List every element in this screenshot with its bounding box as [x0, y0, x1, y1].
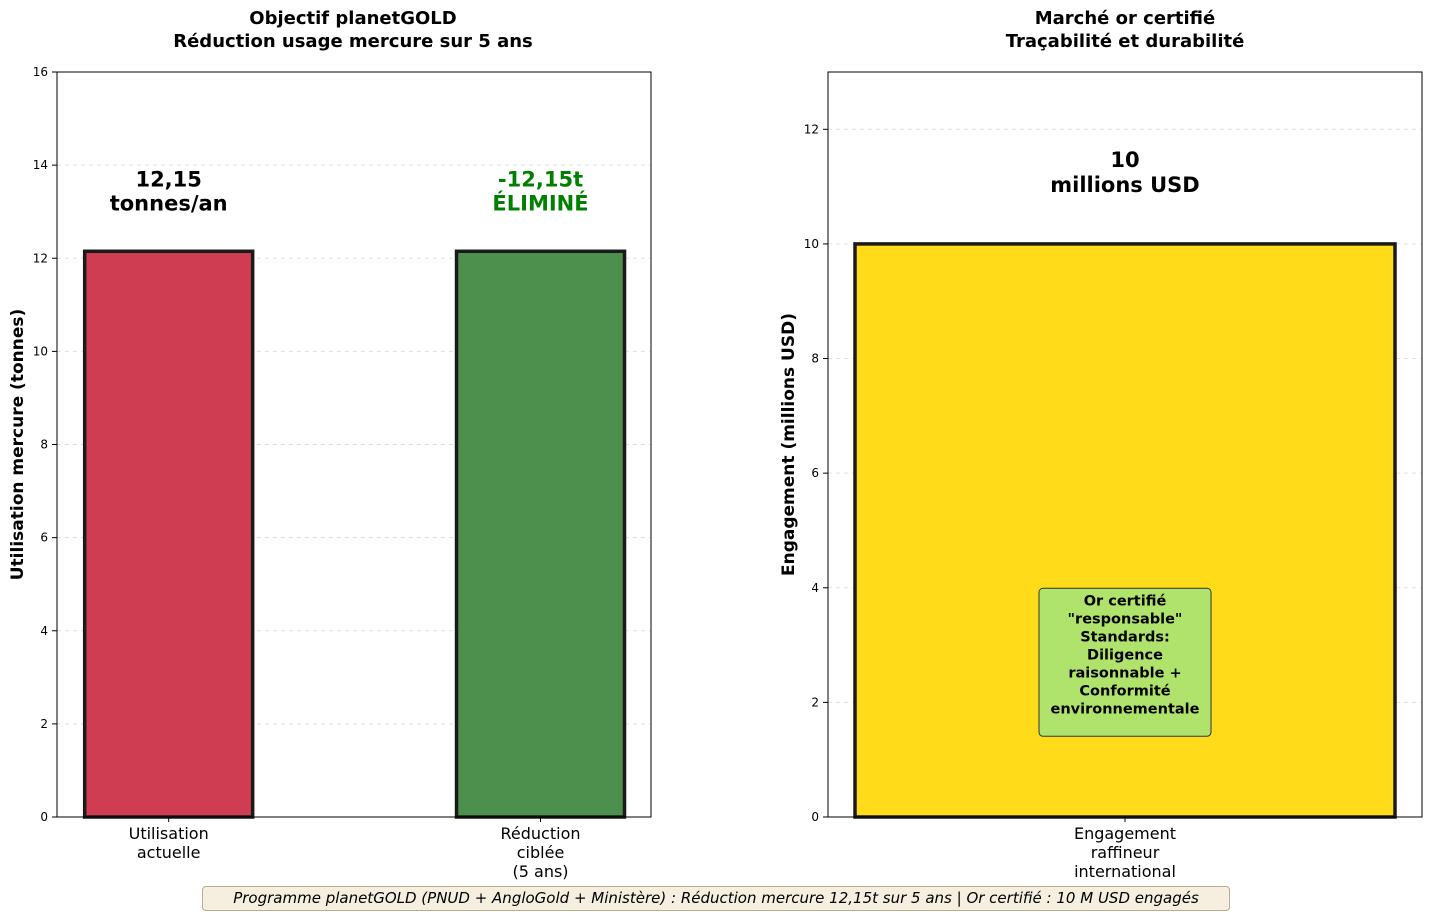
y-tick-label: 16 [33, 65, 48, 79]
y-axis-label: Utilisation mercure (tonnes) [8, 309, 28, 581]
bar [82, 249, 255, 819]
plot-frame [56, 71, 652, 818]
y-tick-label: 10 [33, 344, 48, 358]
y-tick-label: 0 [40, 810, 48, 824]
chart-title: Objectif planetGOLD Réduction usage mercu… [173, 8, 533, 52]
y-tick-label: 6 [811, 466, 819, 480]
y-tick-label: 12 [33, 251, 48, 265]
x-tick-label: Réduction ciblée (5 ans) [501, 824, 581, 881]
x-tick-label: Utilisation actuelle [129, 824, 209, 862]
data-label: 10 millions USD [1050, 148, 1199, 197]
y-axis-label: Engagement (millions USD) [779, 313, 799, 576]
y-tick-label: 8 [40, 438, 48, 452]
y-tick-label: 14 [33, 158, 48, 172]
bar [454, 249, 627, 819]
y-tick-label: 2 [811, 695, 819, 709]
plot-frame [827, 71, 1423, 818]
data-label: -12,15t ÉLIMINÉ [492, 167, 588, 215]
y-tick-label: 0 [811, 810, 819, 824]
y-tick-label: 10 [804, 237, 819, 251]
annotation-box [1038, 587, 1212, 737]
y-tick-label: 4 [40, 624, 48, 638]
chart-title: Marché or certifié Traçabilité et durabil… [1006, 8, 1245, 52]
x-tick-label: Engagement raffineur international [1074, 824, 1176, 881]
annotation-text: Or certifié "responsable" Standards: Dilige… [1051, 593, 1200, 717]
chart-panel-2: Marché or certifié Traçabilité et durabil… [779, 8, 1423, 881]
y-tick-label: 4 [811, 581, 819, 595]
y-tick-label: 2 [40, 717, 48, 731]
chart-panel-1: Objectif planetGOLD Réduction usage mercu… [8, 8, 652, 881]
data-label: 12,15 tonnes/an [110, 167, 228, 215]
y-tick-label: 12 [804, 122, 819, 136]
footer-caption: Programme planetGOLD (PNUD + AngloGold +… [202, 886, 1230, 911]
y-tick-label: 6 [40, 531, 48, 545]
y-tick-label: 8 [811, 352, 819, 366]
